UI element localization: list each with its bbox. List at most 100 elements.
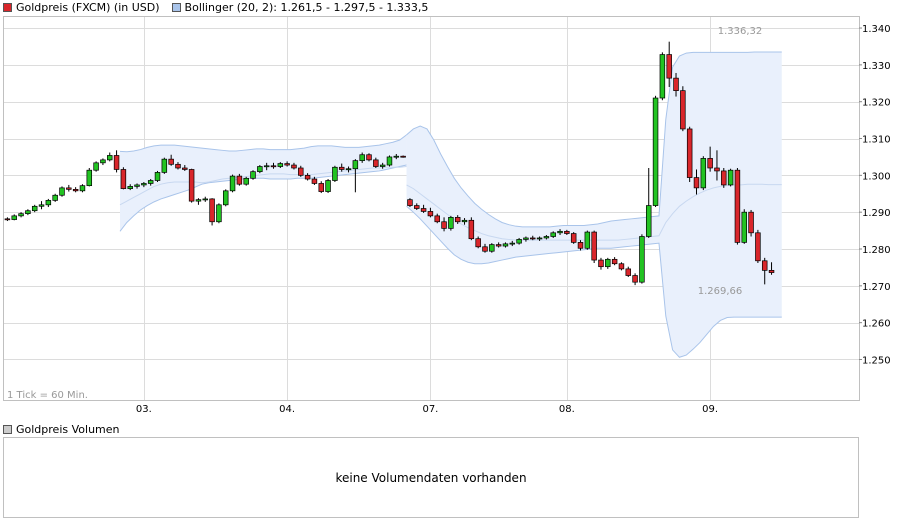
candle-up	[489, 244, 495, 252]
candle-up	[59, 187, 65, 196]
candle-down	[748, 211, 754, 234]
candle-down	[4, 218, 11, 221]
candle-up	[127, 186, 133, 189]
y-tick-label: 1.270	[862, 282, 891, 293]
bollinger-fill	[406, 51, 782, 358]
candle-down	[482, 246, 488, 252]
candle-up	[141, 183, 147, 186]
candle-up	[516, 239, 522, 244]
candle-down	[598, 259, 604, 268]
candle-down	[304, 175, 311, 180]
candle-up	[386, 156, 393, 166]
candle-down	[366, 154, 372, 161]
candle-up	[359, 154, 365, 161]
candle-down	[168, 158, 174, 165]
x-tick-label: 09.	[702, 404, 718, 415]
candle-down	[570, 233, 577, 243]
candle-up	[250, 171, 256, 179]
candle-up	[448, 216, 454, 229]
x-tick-label: 03.	[136, 404, 152, 415]
candle-up	[38, 204, 45, 207]
candle-up	[45, 200, 52, 206]
candle-up	[25, 210, 31, 215]
volume-legend-label: Goldpreis Volumen	[16, 423, 120, 436]
candle-down	[182, 167, 188, 170]
high-label: 1.336,32	[718, 26, 763, 37]
bollinger-legend-label: Bollinger (20, 2): 1.261,5 - 1.297,5 - 1…	[184, 0, 429, 14]
volume-panel: keine Volumendaten vorhanden	[3, 437, 859, 518]
candle-down	[611, 258, 618, 265]
candle-down	[113, 155, 120, 170]
y-tick-label: 1.300	[862, 171, 891, 182]
x-tick-label: 07.	[422, 404, 438, 415]
candle-up	[100, 159, 106, 164]
volume-empty-message: keine Volumendaten vorhanden	[335, 471, 527, 485]
candle-down	[475, 238, 481, 248]
candle-up	[263, 165, 270, 168]
candle-up	[700, 158, 707, 189]
legend-item-bollinger[interactable]: Bollinger (20, 2): 1.261,5 - 1.297,5 - 1…	[171, 0, 429, 14]
candle-up	[277, 163, 284, 167]
candle-up	[216, 204, 222, 223]
bollinger-upper-line	[119, 134, 407, 153]
candle-down	[680, 90, 686, 130]
candle-down	[120, 169, 127, 189]
low-label: 1.269,66	[698, 286, 743, 297]
chart-legend: Goldpreis (FXCM) (in USD) Bollinger (20,…	[3, 0, 440, 14]
candle-down	[441, 221, 447, 229]
candle-down	[495, 244, 502, 247]
candle-down	[427, 211, 434, 217]
volume-legend[interactable]: Goldpreis Volumen	[3, 423, 120, 436]
x-axis: 03. 04. 07. 08. 09.	[136, 404, 718, 415]
candle-up	[79, 185, 86, 192]
candle-down	[407, 199, 413, 206]
candle-down	[311, 178, 318, 184]
candle-up	[31, 205, 38, 212]
candle-up	[659, 54, 666, 99]
candle-down	[755, 232, 761, 262]
candle-up	[523, 237, 529, 240]
candle-up	[257, 166, 263, 173]
candle-down	[188, 169, 195, 202]
candle-up	[509, 242, 516, 245]
candle-down	[209, 198, 215, 223]
candle-up	[332, 166, 338, 181]
candle-up	[584, 231, 591, 249]
bollinger-fill	[119, 134, 407, 232]
candle-down	[175, 163, 181, 169]
candle-down	[373, 159, 379, 167]
candle-up	[222, 190, 229, 206]
candle-down	[632, 275, 638, 283]
candle-down	[577, 242, 584, 249]
candle-down	[338, 166, 345, 170]
candle-up	[393, 155, 400, 158]
price-chart[interactable]: 1.340 1.330 1.320 1.310 1.300 1.290 1.280 1.270…	[0, 0, 900, 420]
candle-up	[639, 236, 645, 283]
candle-up	[345, 168, 352, 171]
candle-down	[284, 163, 290, 166]
candle-up	[134, 184, 140, 187]
candle-down	[270, 165, 277, 168]
candle-up	[652, 97, 659, 206]
candle-down	[693, 177, 700, 189]
y-tick-label: 1.260	[862, 319, 891, 330]
candle-up	[605, 258, 611, 268]
candle-down	[734, 169, 741, 243]
candle-up	[18, 213, 24, 217]
candle-up	[52, 194, 58, 201]
candle-up	[502, 243, 509, 247]
candle-down	[707, 158, 713, 169]
candle-up	[202, 198, 209, 201]
candle-down	[420, 208, 427, 212]
candle-up	[161, 158, 168, 173]
x-tick-label: 08.	[559, 404, 575, 415]
candle-down	[625, 268, 632, 276]
legend-item-price[interactable]: Goldpreis (FXCM) (in USD)	[3, 1, 160, 14]
bollinger-upper-line	[406, 51, 782, 228]
candle-down	[618, 263, 625, 270]
candle-down	[530, 237, 536, 240]
y-axis: 1.340 1.330 1.320 1.310 1.300 1.290 1.280 1.270…	[859, 24, 891, 366]
candle-up	[379, 164, 386, 167]
candle-up	[195, 199, 202, 202]
candle-down	[761, 260, 768, 271]
